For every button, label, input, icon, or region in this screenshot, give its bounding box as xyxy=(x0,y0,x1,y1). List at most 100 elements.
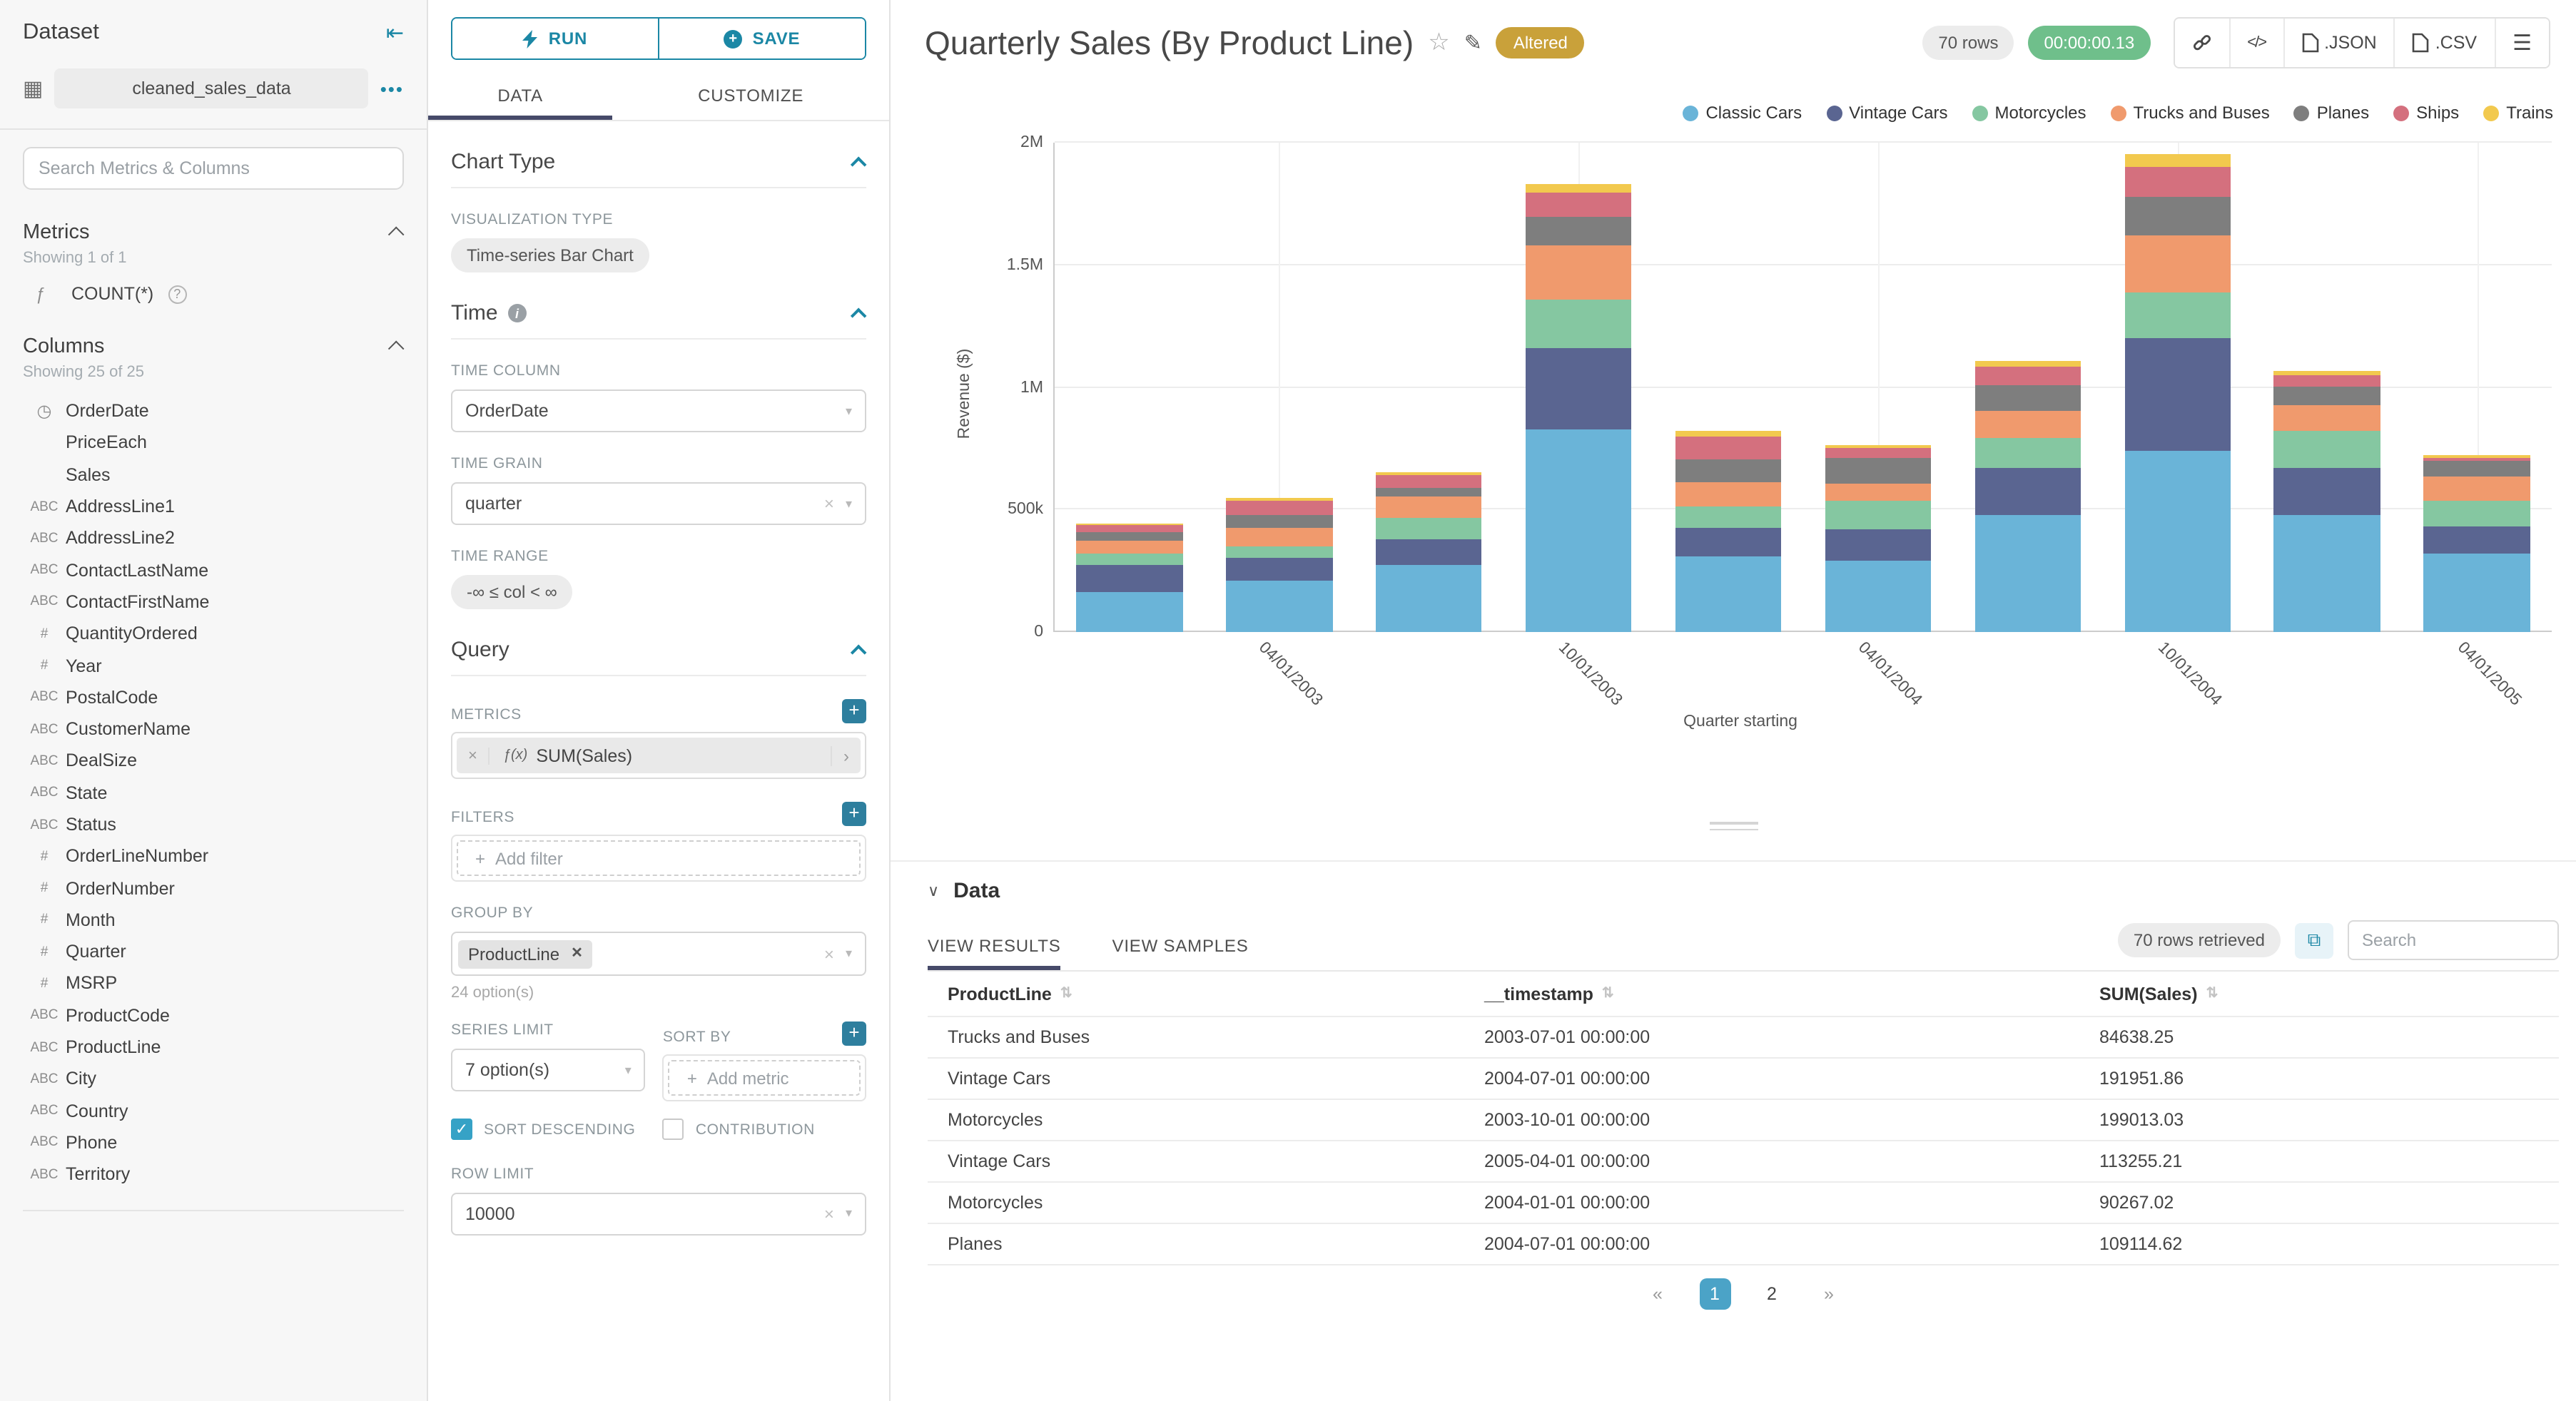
remove-metric-icon[interactable]: × xyxy=(457,747,490,764)
expand-metric-icon[interactable]: › xyxy=(831,745,861,765)
bar-segment[interactable] xyxy=(2273,386,2380,406)
bar-segment[interactable] xyxy=(1974,467,2081,515)
bar-segment[interactable] xyxy=(2273,468,2380,515)
table-row[interactable]: Motorcycles 2003-10-01 00:00:00 199013.03 xyxy=(928,1100,2559,1141)
column-item[interactable]: # Year xyxy=(23,650,404,682)
info-icon[interactable]: i xyxy=(507,304,527,322)
stacked-bar[interactable] xyxy=(2124,143,2231,632)
bar-segment[interactable] xyxy=(2273,375,2380,387)
column-item[interactable]: ABC AddressLine2 xyxy=(23,522,404,554)
stacked-bar[interactable] xyxy=(2273,143,2380,632)
column-item[interactable]: ABC Status xyxy=(23,809,404,841)
bar-segment[interactable] xyxy=(2273,430,2380,469)
bar-segment[interactable] xyxy=(1675,482,1782,506)
groupby-chip[interactable]: ProductLine ✕ xyxy=(458,939,593,968)
bar-segment[interactable] xyxy=(1675,556,1782,632)
clear-icon[interactable]: × xyxy=(823,1203,834,1224)
bar-segment[interactable] xyxy=(2423,461,2530,477)
series-limit-select[interactable]: 7 option(s) ▾ xyxy=(451,1049,646,1091)
bar-segment[interactable] xyxy=(2273,514,2380,632)
bar-segment[interactable] xyxy=(2124,167,2231,197)
add-metric-button[interactable]: + xyxy=(842,699,866,723)
column-item[interactable]: # OrderNumber xyxy=(23,872,404,905)
export-json-button[interactable]: .JSON xyxy=(2283,19,2394,67)
column-item[interactable]: ABC State xyxy=(23,777,404,809)
bar-segment[interactable] xyxy=(1376,496,1482,518)
sort-icon[interactable]: ⇅ xyxy=(2206,986,2218,1002)
bar-segment[interactable] xyxy=(1076,525,1183,533)
bar-segment[interactable] xyxy=(2273,370,2380,375)
bar-segment[interactable] xyxy=(1525,192,1632,217)
data-collapse-icon[interactable]: ∨ xyxy=(928,883,940,900)
legend-item[interactable]: Motorcycles xyxy=(1972,103,2086,123)
bar-segment[interactable] xyxy=(1675,459,1782,483)
column-item[interactable]: ABC ProductLine xyxy=(23,1031,404,1064)
column-item[interactable]: # OrderLineNumber xyxy=(23,840,404,872)
bar-segment[interactable] xyxy=(1076,591,1183,632)
column-item[interactable]: ◷ OrderDate xyxy=(23,395,404,427)
bar-segment[interactable] xyxy=(1226,558,1333,581)
edit-title-icon[interactable]: ✎ xyxy=(1464,31,1482,56)
column-item[interactable]: ABC Territory xyxy=(23,1158,404,1191)
bar-segment[interactable] xyxy=(1226,501,1333,515)
chart-type-collapse-icon[interactable] xyxy=(850,156,867,173)
legend-item[interactable]: Planes xyxy=(2293,103,2369,123)
metric-chip[interactable]: × ƒ(x) SUM(Sales) › xyxy=(457,738,861,773)
collapse-panel-icon[interactable]: ⇤ xyxy=(385,21,404,46)
copy-data-button[interactable]: ⧉ xyxy=(2295,922,2333,958)
bar-segment[interactable] xyxy=(1376,539,1482,565)
embed-code-button[interactable]: </> xyxy=(2228,19,2283,67)
column-item[interactable]: ABC DealSize xyxy=(23,745,404,778)
bar-segment[interactable] xyxy=(1974,384,2081,412)
columns-collapse-icon[interactable] xyxy=(387,340,405,357)
stacked-bar[interactable] xyxy=(1376,143,1482,632)
column-item[interactable]: Sales xyxy=(23,459,404,491)
metric-item[interactable]: ƒ COUNT(*) ? xyxy=(23,284,404,304)
legend-item[interactable]: Vintage Cars xyxy=(1826,103,1947,123)
bar-segment[interactable] xyxy=(1376,487,1482,497)
stacked-bar[interactable] xyxy=(1974,143,2081,632)
bar-segment[interactable] xyxy=(1675,528,1782,556)
table-row[interactable]: Vintage Cars 2005-04-01 00:00:00 113255.21 xyxy=(928,1141,2559,1183)
pagination-next[interactable]: » xyxy=(1824,1284,1834,1304)
add-filter-button[interactable]: + xyxy=(842,802,866,826)
bar-segment[interactable] xyxy=(2124,292,2231,339)
column-item[interactable]: ABC ContactLastName xyxy=(23,554,404,586)
query-collapse-icon[interactable] xyxy=(850,643,867,661)
bar-segment[interactable] xyxy=(1376,472,1482,476)
stacked-bar[interactable] xyxy=(2423,143,2530,632)
bar-segment[interactable] xyxy=(1525,245,1632,300)
sort-icon[interactable]: ⇅ xyxy=(1060,986,1073,1002)
bar-segment[interactable] xyxy=(1675,436,1782,460)
bar-segment[interactable] xyxy=(2423,526,2530,554)
table-column-header[interactable]: __timestamp ⇅ xyxy=(1484,984,1614,1004)
column-item[interactable]: ABC CustomerName xyxy=(23,713,404,745)
bar-segment[interactable] xyxy=(1825,561,1932,632)
favorite-star-icon[interactable]: ☆ xyxy=(1428,29,1450,56)
stacked-bar[interactable] xyxy=(1226,143,1333,632)
bar-segment[interactable] xyxy=(2124,235,2231,292)
metrics-collapse-icon[interactable] xyxy=(387,226,405,243)
bar-segment[interactable] xyxy=(2124,153,2231,168)
legend-item[interactable]: Trucks and Buses xyxy=(2110,103,2270,123)
bar-segment[interactable] xyxy=(1974,411,2081,439)
time-column-select[interactable]: OrderDate ▾ xyxy=(451,389,866,432)
table-row[interactable]: Vintage Cars 2004-07-01 00:00:00 191951.86 xyxy=(928,1059,2559,1100)
panel-resize-handle[interactable] xyxy=(1709,817,1758,835)
bar-segment[interactable] xyxy=(1376,564,1482,632)
column-item[interactable]: ABC Phone xyxy=(23,1127,404,1159)
pagination-prev[interactable]: « xyxy=(1653,1284,1663,1304)
export-csv-button[interactable]: .CSV xyxy=(2393,19,2495,67)
bar-segment[interactable] xyxy=(1226,546,1333,559)
bar-segment[interactable] xyxy=(1525,299,1632,349)
sort-descending-checkbox[interactable]: ✓ xyxy=(451,1119,472,1140)
bar-segment[interactable] xyxy=(1525,216,1632,246)
bar-segment[interactable] xyxy=(1825,484,1932,501)
column-item[interactable]: # Quarter xyxy=(23,936,404,968)
bar-segment[interactable] xyxy=(1974,366,2081,385)
stacked-bar[interactable] xyxy=(1525,143,1632,632)
metrics-columns-search-input[interactable] xyxy=(23,147,404,190)
stacked-bar[interactable] xyxy=(1675,143,1782,632)
tab-view-results[interactable]: VIEW RESULTS xyxy=(928,936,1061,970)
column-item[interactable]: # Month xyxy=(23,905,404,937)
